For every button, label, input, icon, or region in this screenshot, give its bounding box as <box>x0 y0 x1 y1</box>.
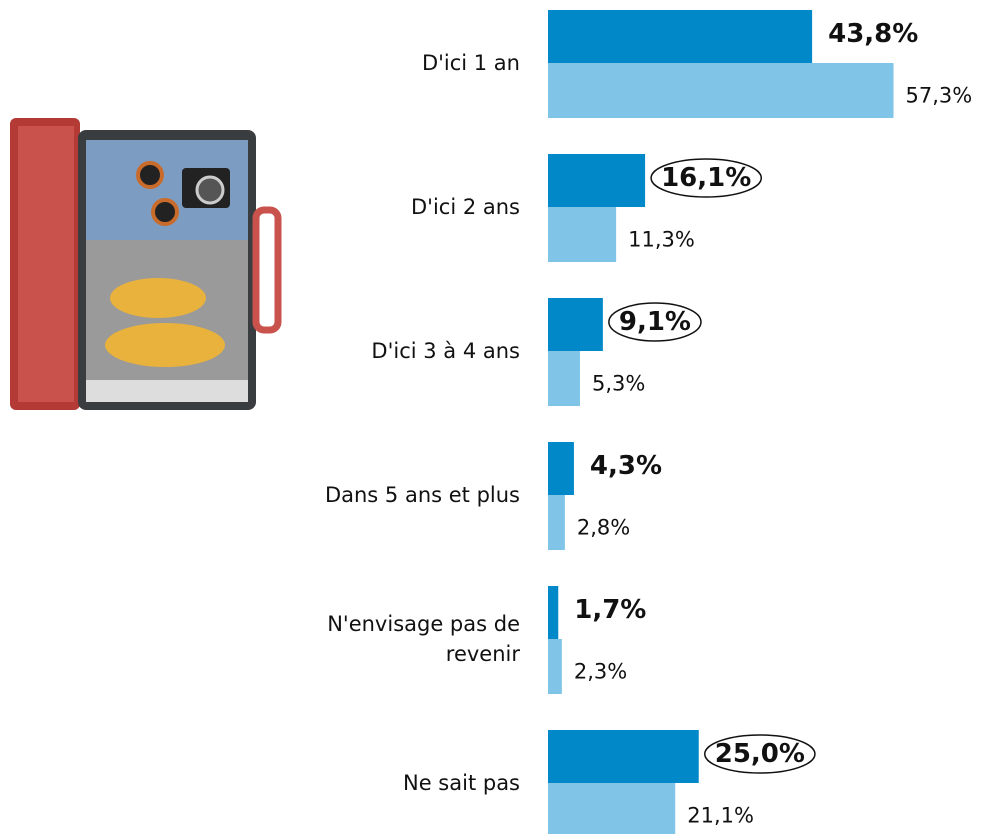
bar <box>548 495 565 550</box>
suitcase-illustration <box>10 118 282 410</box>
value-label: 11,3% <box>628 228 695 252</box>
category-label: D'ici 3 à 4 ans <box>371 339 520 363</box>
value-label: 5,3% <box>592 372 645 396</box>
bar <box>548 351 580 406</box>
bar <box>548 63 894 118</box>
highlight-circle <box>650 158 763 198</box>
bar <box>548 154 646 207</box>
bar <box>548 586 559 639</box>
value-label: 25,0% <box>715 739 805 769</box>
value-label: 43,8% <box>828 19 918 49</box>
bar <box>548 730 699 783</box>
bar <box>548 442 574 495</box>
value-label: 9,1% <box>619 307 691 337</box>
category-label: Dans 5 ans et plus <box>324 483 520 507</box>
value-label: 2,3% <box>574 660 627 684</box>
bar <box>548 298 603 351</box>
category-label: D'ici 1 an <box>421 51 520 75</box>
bar <box>548 783 676 834</box>
category-label: D'ici 2 ans <box>411 195 520 219</box>
category-label: Ne sait pas <box>403 771 520 795</box>
value-label: 16,1% <box>661 163 751 193</box>
value-label: 2,8% <box>577 516 630 540</box>
bar <box>548 10 813 63</box>
highlight-circle <box>704 734 816 774</box>
value-label: 21,1% <box>687 804 754 828</box>
value-label: 57,3% <box>906 84 973 108</box>
bar <box>548 207 617 262</box>
category-label: N'envisage pas de revenir <box>327 612 520 666</box>
value-label: 1,7% <box>574 595 646 625</box>
highlight-circle <box>608 302 702 342</box>
value-label: 4,3% <box>590 451 662 481</box>
bar <box>548 639 562 694</box>
